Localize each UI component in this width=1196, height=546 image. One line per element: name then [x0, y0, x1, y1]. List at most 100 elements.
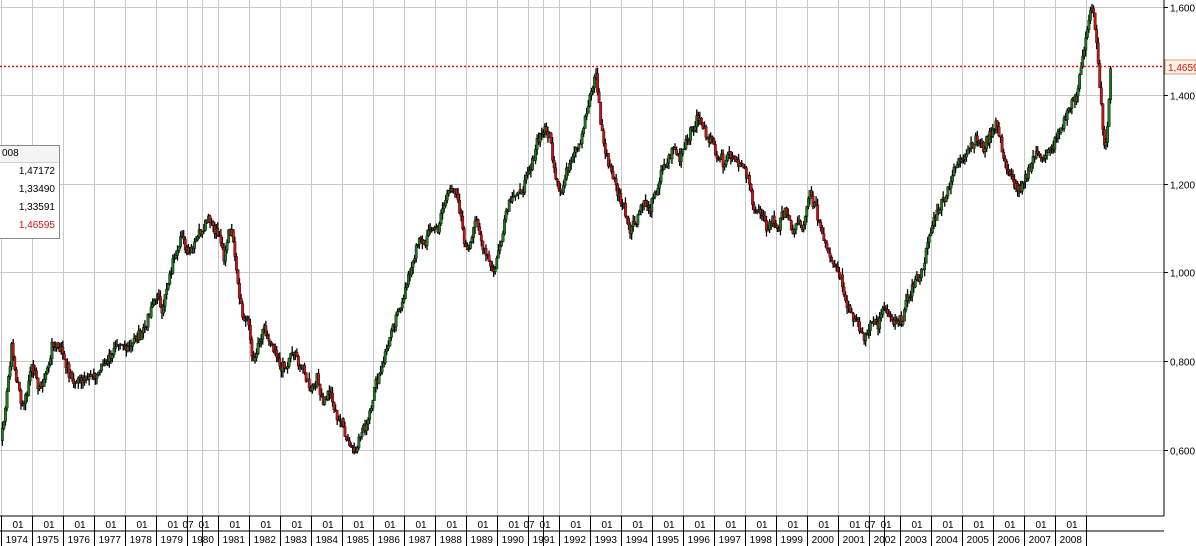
price-bar-body [335, 410, 339, 421]
price-bar-body [951, 175, 954, 182]
price-bar-body [176, 250, 179, 256]
price-bar-body [47, 364, 51, 369]
price-bar-body [681, 149, 685, 154]
price-bar-body [261, 329, 265, 340]
price-bar-body [935, 209, 939, 221]
price-bar-body [110, 354, 114, 359]
vertical-gridlines [1, 0, 1087, 516]
price-bar-body [975, 135, 979, 142]
x-tick-label: 01 [229, 520, 241, 531]
price-bar-body [368, 410, 372, 420]
price-bar-body [7, 376, 10, 392]
x-year-label: 1981 [223, 535, 246, 546]
price-bar-body [157, 294, 161, 297]
price-bar-body [224, 249, 227, 262]
price-bar-body [875, 319, 878, 322]
price-bar-body [799, 221, 803, 226]
price-bar-body [949, 181, 953, 189]
price-bar-body [171, 258, 175, 274]
x-tick-label: 01 [43, 520, 55, 531]
price-bar-body [219, 235, 223, 244]
price-bar-body [966, 149, 970, 155]
price-bar-body [1065, 110, 1069, 120]
x-tick-label: 01 [818, 520, 830, 531]
price-bar-body [379, 372, 382, 375]
x-tick-label: 01 [942, 520, 954, 531]
price-bar-body [16, 380, 20, 383]
price-bar-body [700, 118, 703, 123]
price-bar-body [744, 167, 748, 179]
x-tick-label: 01 [1004, 520, 1016, 531]
price-bar-body [140, 332, 144, 341]
price-bar-body [527, 170, 531, 174]
price-bar-body [816, 204, 820, 221]
price-bar-body [597, 91, 601, 103]
x-year-label: 2002 [874, 535, 897, 546]
price-bar-body [259, 339, 263, 342]
price-bar-body [114, 346, 117, 349]
price-bar-body [380, 366, 384, 373]
x-tick-label: 01 [105, 520, 117, 531]
price-bar-body [352, 447, 356, 452]
price-bar-body [946, 186, 950, 197]
price-bar-body [1102, 129, 1106, 146]
price-bar-body [582, 128, 586, 135]
price-bar-body [479, 234, 483, 242]
price-bar-body [461, 216, 465, 229]
price-bar-body [586, 105, 590, 114]
x-tick-label: 01 [508, 520, 520, 531]
price-bar-body [402, 298, 406, 303]
price-bar-body [713, 144, 717, 156]
price-bar-body [1048, 147, 1052, 150]
x-year-label: 1979 [161, 535, 184, 546]
price-bar-body [1044, 155, 1047, 159]
price-bar-body [507, 200, 511, 212]
plot-background [0, 0, 1164, 516]
price-bar-body [411, 260, 415, 268]
price-bar-body [1099, 87, 1103, 105]
price-bar-body [464, 243, 468, 247]
price-bar-body [317, 373, 320, 385]
price-bar-body [1095, 29, 1099, 44]
price-bar-body [741, 163, 745, 168]
price-bar-body [887, 313, 891, 316]
x-tick-label: 07 [182, 520, 194, 531]
x-year-label: 1992 [564, 535, 587, 546]
price-bar-body [724, 160, 728, 165]
price-bar-body [225, 242, 229, 251]
price-bar-body [913, 279, 917, 288]
price-bar-body [490, 266, 494, 268]
price-bar-body [625, 216, 629, 219]
x-year-label: 1996 [688, 535, 711, 546]
x-tick-label: 01 [880, 520, 892, 531]
price-bar-body [656, 188, 660, 195]
price-bar-body [830, 257, 834, 261]
x-tick-label: 01 [632, 520, 644, 531]
price-bar-body [126, 346, 130, 351]
price-bar-body [500, 241, 503, 247]
price-bar-body [1010, 174, 1013, 177]
x-tick-label: 01 [756, 520, 768, 531]
price-bar-body [35, 370, 38, 379]
price-bar-body [827, 248, 830, 254]
price-bar-body [410, 267, 413, 276]
price-bar-body [345, 436, 348, 441]
x-year-label: 1989 [471, 535, 494, 546]
price-bar-body [1003, 158, 1007, 162]
price-bar-body [441, 208, 444, 214]
price-bar-body [1002, 151, 1006, 159]
price-bar-body [802, 224, 806, 230]
price-bar-body [42, 379, 46, 387]
price-bar-body [819, 221, 823, 228]
price-bar-body [766, 229, 770, 232]
price-bar-body [1008, 171, 1012, 175]
x-tick-label: 01 [322, 520, 334, 531]
price-bar-body [36, 377, 40, 390]
price-bar-body [651, 196, 655, 199]
price-bar-body [414, 245, 418, 259]
price-bar-body [179, 236, 182, 247]
price-bar-body [396, 310, 399, 316]
price-bar-body [95, 374, 99, 379]
price-bar-body [918, 277, 922, 282]
price-bar-body [607, 152, 610, 167]
